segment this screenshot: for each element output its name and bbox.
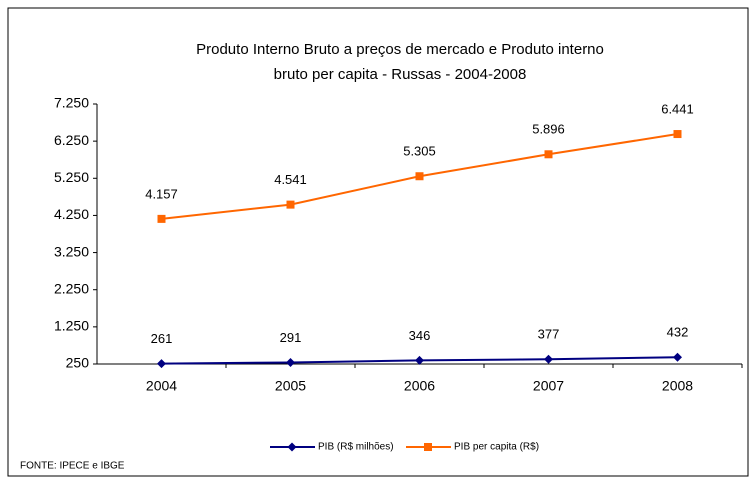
point [157, 214, 166, 223]
point [415, 172, 424, 181]
y-tick-label: 1.250 [54, 318, 89, 334]
legend-marker [424, 443, 432, 451]
chart-frame [7, 7, 749, 477]
data-label: 346 [409, 328, 431, 343]
x-tick-label: 2004 [146, 378, 177, 394]
chart-title: Produto Interno Bruto a preços de mercad… [196, 41, 604, 58]
y-tick-label: 3.250 [54, 243, 89, 259]
legend-label: PIB per capita (R$) [454, 442, 539, 453]
legend-label: PIB (R$ milhões) [318, 442, 394, 453]
point [286, 357, 295, 367]
y-tick-label: 7.250 [54, 95, 89, 111]
point [157, 359, 166, 369]
point [673, 352, 682, 362]
point [415, 355, 424, 365]
point [673, 130, 682, 139]
data-label: 261 [151, 331, 173, 346]
x-tick-label: 2005 [275, 378, 306, 394]
point [544, 354, 553, 364]
y-tick-label: 4.250 [54, 206, 89, 222]
y-tick-label: 250 [66, 355, 90, 371]
data-label: 4.541 [274, 172, 307, 187]
y-tick-label: 5.250 [54, 169, 89, 185]
chart-title: bruto per capita - Russas - 2004-2008 [274, 66, 527, 83]
data-label: 432 [667, 325, 689, 340]
x-tick-label: 2008 [662, 378, 693, 394]
data-label: 291 [280, 330, 302, 345]
point [544, 150, 553, 159]
data-label: 5.305 [403, 144, 436, 159]
y-tick-label: 6.250 [54, 132, 89, 148]
source-note: FONTE: IPECE e IBGE [20, 461, 125, 472]
x-tick-label: 2007 [533, 378, 564, 394]
point [286, 200, 295, 209]
y-tick-label: 2.250 [54, 280, 89, 296]
legend-marker [287, 442, 297, 452]
data-label: 4.157 [145, 186, 178, 201]
data-label: 6.441 [661, 101, 694, 116]
data-label: 377 [538, 327, 560, 342]
x-tick-label: 2006 [404, 378, 435, 394]
data-label: 5.896 [532, 122, 565, 137]
